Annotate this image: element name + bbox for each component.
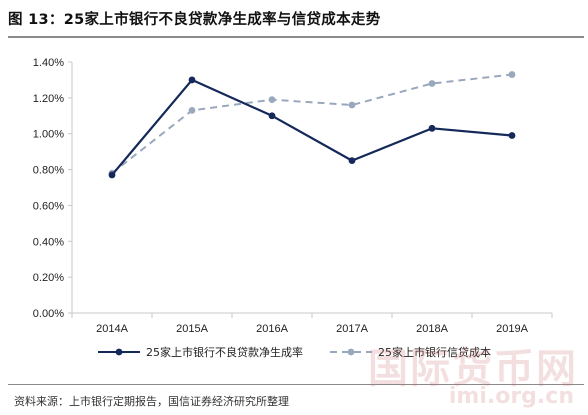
x-tick-label: 2018A	[416, 323, 448, 335]
x-tick-label: 2019A	[496, 323, 528, 335]
x-tick-label: 2015A	[176, 323, 208, 335]
series-1-point	[508, 132, 516, 139]
series-1-point	[348, 157, 356, 165]
series-line-2	[111, 73, 513, 174]
series-line-1	[111, 78, 513, 176]
legend-label-2: 25家上市银行信贷成本	[378, 345, 491, 359]
legend: 25家上市银行不良贷款净生成率 25家上市银行信贷成本	[98, 345, 491, 359]
chart-area: 0.00% 0.20% 0.40% 0.60% 0.80% 1.00% 1.20% 1.40%…	[0, 40, 588, 380]
series-layer	[108, 71, 516, 179]
legend-label-1: 25家上市银行不良贷款净生成率	[146, 345, 303, 359]
legend-marker-2	[347, 348, 355, 356]
y-tick-label: 0.00%	[33, 308, 64, 320]
title-divider	[8, 36, 584, 38]
chart-title: 图 13：25家上市银行不良贷款净生成率与信贷成本走势	[8, 12, 381, 28]
y-tick-label: 1.40%	[33, 57, 64, 69]
watermark-url: imi.org.cn	[448, 384, 574, 409]
line-chart: 0.00% 0.20% 0.40% 0.60% 0.80% 1.00% 1.20% 1.40%…	[33, 57, 553, 359]
y-tick-label: 0.20%	[33, 272, 64, 284]
series-1-point	[428, 124, 436, 132]
series-2-point	[428, 80, 436, 87]
y-tick-label: 1.00%	[33, 129, 64, 141]
y-tick-label: 0.60%	[33, 200, 64, 212]
series-2-point	[508, 71, 516, 78]
x-axis-ticks: 2014A 2015A 2016A 2017A 2018A 2019A	[71, 313, 553, 335]
series-2-point	[188, 107, 196, 114]
footer-divider	[8, 384, 584, 385]
series-1-point	[188, 76, 196, 84]
source-note: 资料来源：上市银行定期报告，国信证券经济研究所整理	[14, 395, 289, 408]
series-2-point	[348, 101, 356, 109]
y-tick-label: 1.20%	[33, 93, 64, 105]
y-tick-label: 0.40%	[33, 236, 64, 248]
y-axis-ticks: 0.00% 0.20% 0.40% 0.60% 0.80% 1.00% 1.20% 1.40%	[33, 57, 72, 320]
legend-marker-1	[115, 348, 123, 356]
series-2-point	[268, 96, 276, 104]
series-1-point	[108, 171, 116, 179]
series-1-point	[268, 112, 276, 120]
x-tick-label: 2014A	[96, 323, 128, 335]
y-tick-label: 0.80%	[33, 165, 64, 177]
x-tick-label: 2017A	[336, 323, 368, 335]
x-tick-label: 2016A	[256, 323, 288, 335]
